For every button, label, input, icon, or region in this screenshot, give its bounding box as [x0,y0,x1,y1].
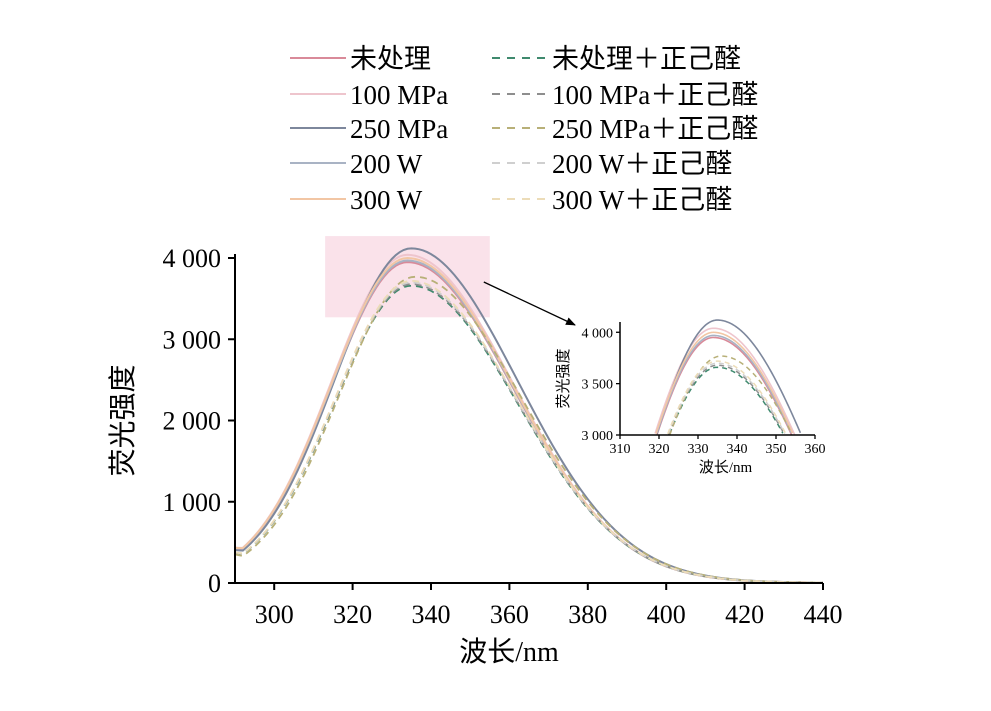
inset-y-tick-label-0: 3 000 [582,429,614,444]
zoom-arrow [483,281,576,326]
inset-x-tick-label-4: 350 [766,442,787,457]
legend-label-2: 250 MPa [350,114,448,144]
inset-x-tick-label-2: 330 [688,442,709,457]
legend-label-6: 100 MPa＋正己醛 [552,80,758,110]
series-line-5 [234,284,824,584]
x-axis-label: 波长/nm [459,636,559,668]
legend-item-2: 250 MPa [290,114,448,144]
main-series-lines [234,247,824,584]
legend-label-8: 200 W＋正己醛 [552,149,732,179]
inset-plot: 310 320 330 340 350 360 3 000 3 500 4 000 [582,319,826,457]
legend-item-5: 未处理＋正己醛 [492,44,741,74]
y-axis-label: 荧光强度 [107,364,139,476]
inset-x-axis-label: 波长/nm [699,459,753,476]
inset-series-line-8 [668,362,786,434]
legend-label-4: 300 W [350,185,423,215]
x-tick-label-5: 400 [647,600,686,629]
legend: 未处理 100 MPa 250 MPa 200 W 300 W 未处理＋正己醛 100 MP… [290,44,758,215]
main-axes: 300 320 340 360 380 400 420 440 0 1 000 2 000 3 000… [163,244,843,629]
inset-series-line-4 [655,331,794,434]
legend-label-1: 100 MPa [350,80,448,110]
y-tick-label-0: 0 [208,569,221,598]
legend-item-0: 未处理 [290,44,431,74]
x-tick-label-1: 320 [333,600,372,629]
y-tick-label-2: 2 000 [163,407,222,436]
inset-x-tick-label-1: 320 [649,442,670,457]
y-tick-label-1: 1 000 [163,488,222,517]
inset-series-line-5 [669,366,784,435]
series-line-9 [234,279,824,584]
x-tick-label-3: 360 [490,600,529,629]
legend-item-6: 100 MPa＋正己醛 [492,80,758,110]
inset-y-axis-label: 荧光强度 [555,348,572,408]
legend-item-7: 250 MPa＋正己醛 [492,114,758,144]
inset-axes: 310 320 330 340 350 360 3 000 3 500 4 000 [582,322,826,457]
x-tick-label-0: 300 [255,600,294,629]
inset-series-line-2 [656,319,802,434]
inset-series-lines [654,319,802,436]
inset-series-line-7 [669,355,793,436]
x-tick-label-2: 340 [412,600,451,629]
y-tick-label-4: 4 000 [163,244,222,273]
legend-label-5: 未处理＋正己醛 [552,44,741,74]
inset-series-line-9 [667,360,787,435]
x-tick-label-4: 380 [568,600,607,629]
inset-x-tick-label-5: 360 [805,442,826,457]
main-plot: 300 320 340 360 380 400 420 440 0 1 000 2 000 3 000… [163,236,843,629]
inset-y-tick-label-2: 4 000 [582,326,614,341]
legend-item-1: 100 MPa [290,80,448,110]
inset-y-tick-label-1: 3 500 [582,378,614,393]
inset-series-line-3 [656,334,793,434]
legend-label-7: 250 MPa＋正己醛 [552,114,758,144]
legend-item-4: 300 W [290,185,423,215]
legend-item-9: 300 W＋正己醛 [492,185,732,215]
legend-label-0: 未处理 [350,44,431,74]
legend-item-3: 200 W [290,149,423,179]
legend-label-3: 200 W [350,149,423,179]
x-tick-label-7: 440 [804,600,843,629]
legend-label-9: 300 W＋正己醛 [552,185,732,215]
inset-x-tick-label-3: 340 [727,442,748,457]
inset-x-tick-label-0: 310 [610,442,631,457]
x-tick-label-6: 420 [725,600,764,629]
legend-item-8: 200 W＋正己醛 [492,149,732,179]
y-tick-label-3: 3 000 [163,325,222,354]
